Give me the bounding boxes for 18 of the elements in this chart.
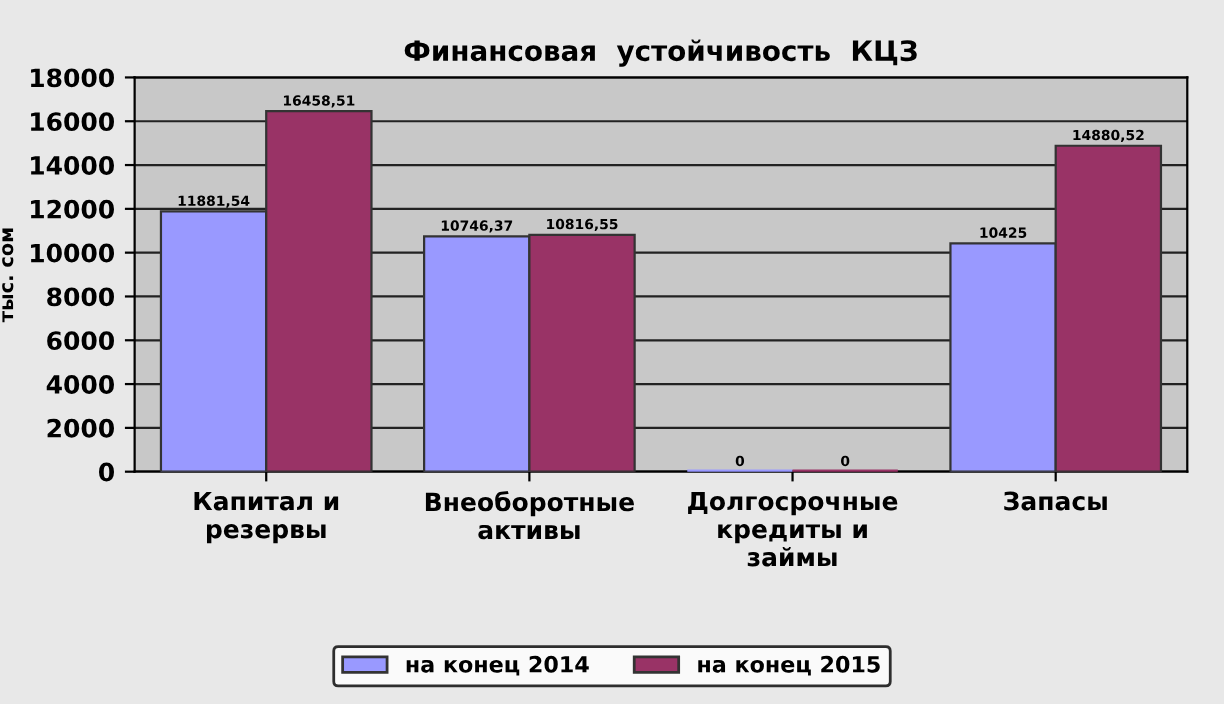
x-tick-label: Капитал и резервы [194, 491, 339, 544]
y-tick-label: 12000 [31, 199, 114, 219]
x-tick-label: Долгосрочные кредиты и займы [688, 491, 898, 567]
legend-label: на конец 2014 [406, 655, 589, 676]
y-tick-label: 18000 [31, 68, 114, 88]
x-tick-label: Внеоборотные активы [425, 491, 634, 540]
y-tick-label: 2000 [47, 418, 114, 438]
y-tick-label: 0 [99, 462, 114, 482]
y-tick-label: 4000 [46, 375, 114, 394]
y-tick-label: 10000 [31, 243, 114, 263]
y-tick-label: 8000 [47, 287, 114, 307]
y-tick-label: 14000 [31, 155, 114, 175]
x-tick-label: Запасы [1004, 491, 1107, 511]
y-tick-label: 6000 [47, 331, 114, 351]
legend-label: на конец 2015 [698, 655, 880, 676]
chart-title: Финансовая устойчивость КЦЗ [404, 39, 917, 67]
y-axis-title: тыс. сом [2, 228, 14, 323]
y-tick-label: 16000 [31, 112, 114, 132]
